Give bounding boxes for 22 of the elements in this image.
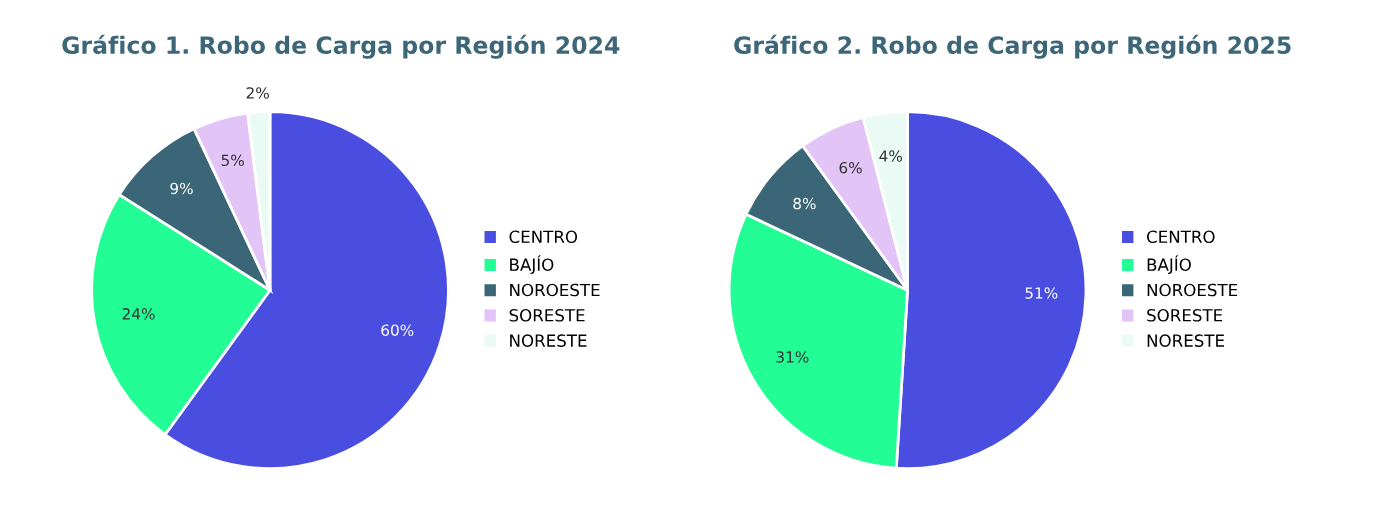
data-label: 5% [221,154,244,167]
legend-label: CENTRO [509,230,578,244]
legend-label: NORESTE [510,334,587,347]
legend-label: NOROESTE [510,283,600,297]
data-label: 8% [793,197,816,210]
legend-label: NORESTE [1147,334,1224,347]
legend-label: BAJÍO [1147,255,1191,275]
legend-label: SORESTE [509,309,585,322]
data-label: 60% [381,324,414,336]
data-label: 51% [1025,287,1058,299]
data-label: 31% [776,351,809,363]
legend-label: BAJÍO [510,255,554,275]
data-label: 6% [839,161,862,174]
data-label: 24% [122,308,155,320]
chart-title: Gráfico 1. Robo de Carga por Región 2024 [62,34,620,59]
legend-label: CENTRO [1147,230,1215,244]
legend-label: SORESTE [1147,309,1223,322]
data-label: 4% [879,150,903,162]
chart-title: Gráfico 2. Robo de Carga por Región 2025 [734,34,1291,59]
data-label: 2% [246,87,269,99]
legend-label: NOROESTE [1147,283,1238,297]
data-label: 9% [170,182,193,195]
